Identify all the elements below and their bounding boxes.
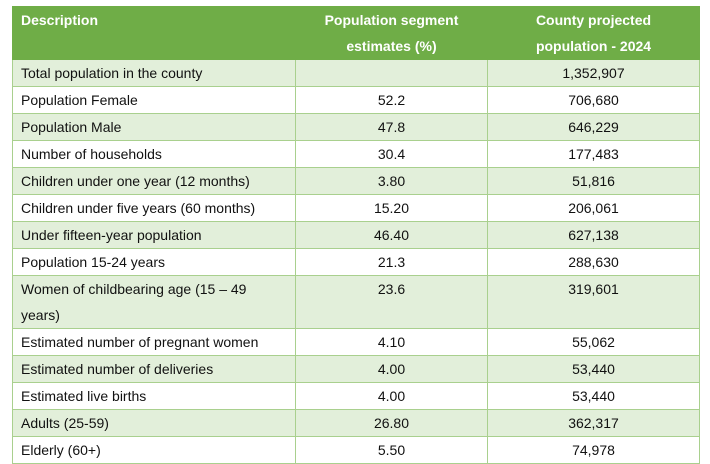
header-description-label: Description: [21, 12, 99, 28]
row-description: Estimated live births: [12, 382, 296, 410]
row-projected-population: 288,630: [487, 248, 700, 276]
row-projected-population: 55,062: [487, 328, 700, 356]
population-table: Description Population segment estimates…: [12, 6, 700, 464]
row-description: Population 15-24 years: [12, 248, 296, 276]
population-table-container: Description Population segment estimates…: [12, 6, 700, 464]
row-segment-estimate: 52.2: [295, 86, 488, 114]
row-description: Women of childbearing age (15 – 49 years…: [12, 275, 296, 329]
table-row: Population 15-24 years 21.3 288,630: [12, 248, 700, 276]
row-segment-estimate: 4.00: [295, 355, 488, 383]
row-segment-estimate: 46.40: [295, 221, 488, 249]
table-row: Population Male 47.8 646,229: [12, 113, 700, 141]
row-description: Children under five years (60 months): [12, 194, 296, 222]
row-projected-population: 53,440: [487, 355, 700, 383]
table-row: Children under one year (12 months) 3.80…: [12, 167, 700, 195]
row-description: Total population in the county: [12, 59, 296, 87]
row-segment-estimate: 23.6: [295, 275, 488, 329]
table-row: Women of childbearing age (15 – 49 years…: [12, 275, 700, 329]
row-description: Children under one year (12 months): [12, 167, 296, 195]
row-projected-population: 706,680: [487, 86, 700, 114]
header-projected-line2: population - 2024: [535, 38, 652, 54]
header-county-projected: County projected population - 2024: [487, 6, 700, 60]
table-row: Elderly (60+) 5.50 74,978: [12, 436, 700, 464]
row-description: Estimated number of pregnant women: [12, 328, 296, 356]
header-row: Description Population segment estimates…: [12, 6, 700, 60]
header-segment-line2: estimates (%): [346, 38, 437, 54]
row-projected-population: 74,978: [487, 436, 700, 464]
table-row: Estimated number of pregnant women 4.10 …: [12, 328, 700, 356]
row-description: Under fifteen-year population: [12, 221, 296, 249]
table-row: Adults (25-59) 26.80 362,317: [12, 409, 700, 437]
row-projected-population: 627,138: [487, 221, 700, 249]
header-description: Description: [12, 6, 296, 60]
table-header: Description Population segment estimates…: [12, 6, 700, 60]
table-row: Under fifteen-year population 46.40 627,…: [12, 221, 700, 249]
row-projected-population: 1,352,907: [487, 59, 700, 87]
row-description: Population Female: [12, 86, 296, 114]
row-projected-population: 646,229: [487, 113, 700, 141]
row-segment-estimate: 47.8: [295, 113, 488, 141]
table-row: Population Female 52.2 706,680: [12, 86, 700, 114]
row-segment-estimate: 30.4: [295, 140, 488, 168]
row-description: Estimated number of deliveries: [12, 355, 296, 383]
header-projected-line1: County projected: [535, 12, 652, 28]
row-projected-population: 362,317: [487, 409, 700, 437]
row-segment-estimate: 5.50: [295, 436, 488, 464]
row-projected-population: 53,440: [487, 382, 700, 410]
header-segment-estimates: Population segment estimates (%): [295, 6, 488, 60]
row-segment-estimate: [295, 59, 488, 87]
row-description: Adults (25-59): [12, 409, 296, 437]
row-projected-population: 206,061: [487, 194, 700, 222]
row-segment-estimate: 21.3: [295, 248, 488, 276]
row-segment-estimate: 26.80: [295, 409, 488, 437]
row-projected-population: 51,816: [487, 167, 700, 195]
row-projected-population: 177,483: [487, 140, 700, 168]
table-row: Number of households 30.4 177,483: [12, 140, 700, 168]
table-row: Estimated live births 4.00 53,440: [12, 382, 700, 410]
table-row: Estimated number of deliveries 4.00 53,4…: [12, 355, 700, 383]
table-row: Total population in the county 1,352,907: [12, 59, 700, 87]
table-row: Children under five years (60 months) 15…: [12, 194, 700, 222]
row-description: Number of households: [12, 140, 296, 168]
row-segment-estimate: 3.80: [295, 167, 488, 195]
row-projected-population: 319,601: [487, 275, 700, 329]
row-description: Elderly (60+): [12, 436, 296, 464]
header-segment-line1: Population segment: [324, 12, 459, 28]
row-segment-estimate: 4.00: [295, 382, 488, 410]
table-body: Total population in the county 1,352,907…: [12, 59, 700, 464]
row-segment-estimate: 15.20: [295, 194, 488, 222]
row-description: Population Male: [12, 113, 296, 141]
row-segment-estimate: 4.10: [295, 328, 488, 356]
